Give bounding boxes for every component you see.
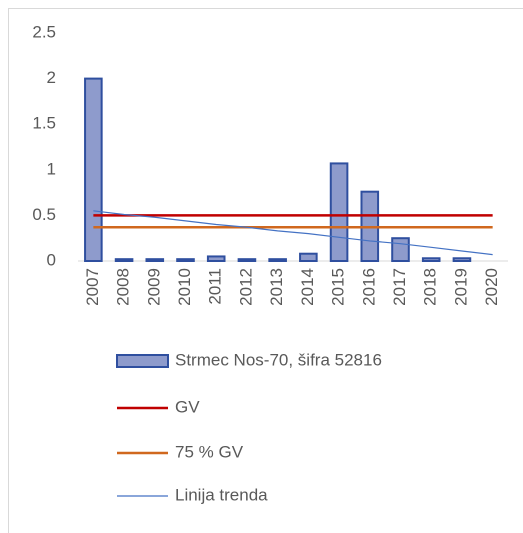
y-tick-label: 0 <box>47 250 56 269</box>
y-tick-label: 2.5 <box>32 22 56 41</box>
x-tick-label: 2015 <box>329 268 348 306</box>
y-tick-label: 1 <box>47 159 56 178</box>
x-tick-label: 2014 <box>298 268 317 306</box>
y-tick-label: 2 <box>47 68 56 87</box>
x-tick-label: 2008 <box>114 268 133 306</box>
x-tick-label: 2020 <box>482 268 501 306</box>
bar <box>268 258 287 262</box>
bar <box>84 77 103 262</box>
x-tick-label: 2017 <box>390 268 409 306</box>
x-tick-label: 2010 <box>175 268 194 306</box>
line <box>93 210 493 256</box>
x-tick-label: 2009 <box>144 268 163 306</box>
legend-label: GV <box>175 397 200 416</box>
bar <box>299 252 318 262</box>
bar <box>391 237 410 262</box>
bar <box>206 255 226 263</box>
x-tick-label: 2013 <box>267 268 286 306</box>
x-tick-label: 2016 <box>359 268 378 306</box>
legend-swatch <box>116 354 169 368</box>
x-tick-label: 2019 <box>451 268 470 306</box>
bar <box>145 258 165 262</box>
bar <box>176 258 195 262</box>
chart-frame <box>8 8 523 533</box>
legend-label: Strmec Nos-70, šifra 52816 <box>175 350 382 369</box>
bar <box>421 257 441 263</box>
bar <box>452 257 472 263</box>
y-tick-label: 0.5 <box>32 205 56 224</box>
bar <box>237 258 257 262</box>
y-tick-label: 1.5 <box>32 114 56 133</box>
legend-label: Linija trenda <box>175 485 268 504</box>
x-tick-label: 2018 <box>421 268 440 306</box>
x-tick-label: 2012 <box>236 268 255 306</box>
bar <box>329 162 349 262</box>
x-tick-label: 2007 <box>83 268 102 306</box>
bar <box>114 258 134 262</box>
legend-label: 75 % GV <box>175 442 244 461</box>
x-tick-label: 2011 <box>206 268 225 305</box>
